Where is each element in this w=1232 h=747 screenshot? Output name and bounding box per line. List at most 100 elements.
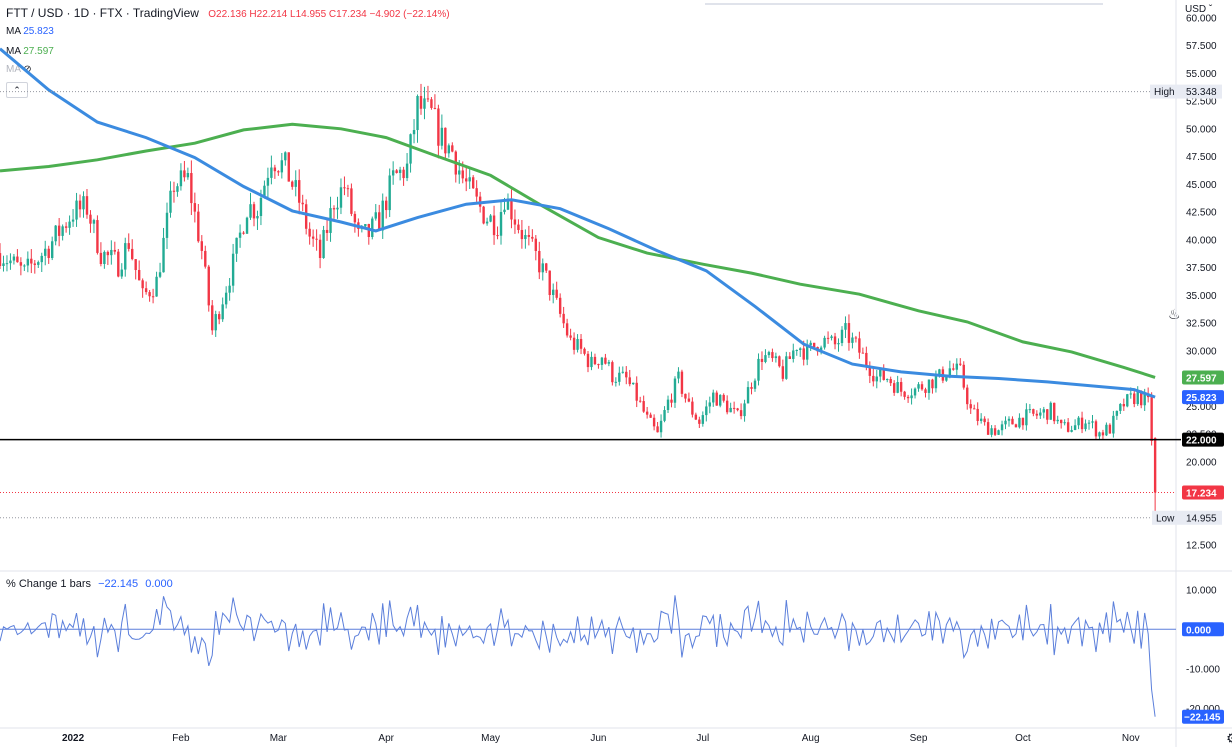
candle-body — [698, 419, 701, 424]
candle-body — [169, 190, 172, 213]
level-badge: 22.000 — [1186, 436, 1217, 447]
time-tick-label: May — [481, 733, 500, 744]
candle-body — [1091, 421, 1094, 423]
candle-body — [280, 160, 284, 173]
candle-body — [882, 369, 885, 380]
currency-selector[interactable]: USD ˇ — [1185, 4, 1212, 15]
candle-body — [231, 253, 235, 286]
candle-body — [1101, 432, 1105, 436]
candle-body — [955, 363, 959, 370]
candle-body — [1049, 402, 1052, 420]
price-tick-label: 42.500 — [1186, 208, 1217, 219]
candle-body — [471, 177, 475, 189]
candle-body — [124, 243, 127, 270]
candle-body — [666, 399, 670, 411]
candle-body — [16, 256, 19, 263]
candle-body — [430, 99, 433, 108]
candle-body — [604, 357, 607, 364]
candle-body — [40, 255, 43, 263]
candle-body — [57, 225, 61, 236]
candle-body — [767, 352, 771, 356]
time-tick-label: Oct — [1015, 733, 1031, 744]
candle-body — [830, 336, 833, 339]
candle-body — [865, 352, 868, 366]
candle-body — [572, 337, 576, 350]
indicator-legend[interactable]: % Change 1 bars −22.145 0.000 — [6, 578, 173, 590]
candle-body — [809, 342, 812, 346]
price-tick-label: 30.000 — [1186, 346, 1217, 357]
candle-body — [802, 348, 805, 360]
last-price-badge-bg — [1182, 485, 1224, 500]
candle-body — [402, 169, 405, 179]
candle-body — [162, 237, 165, 273]
candle-body — [593, 356, 597, 365]
candle-body — [82, 196, 85, 210]
candle-body — [576, 338, 579, 350]
low-label: Low — [1156, 513, 1175, 524]
candle-body — [499, 212, 503, 236]
candle-body — [670, 399, 673, 403]
candle-body — [412, 130, 416, 135]
candle-body — [764, 355, 767, 362]
candle-body — [586, 353, 590, 368]
price-tick-label: 55.000 — [1186, 69, 1217, 80]
candle-body — [1153, 438, 1157, 493]
candle-body — [621, 371, 624, 373]
candle-body — [256, 216, 259, 219]
candle-body — [395, 170, 398, 173]
eye-off-icon[interactable]: ⊘ — [23, 64, 32, 75]
ma-slow-badge-bg — [1182, 370, 1224, 385]
candle-body — [1039, 412, 1042, 416]
candle-body — [645, 411, 649, 415]
candle-body — [158, 272, 162, 277]
ma-fast-badge-bg — [1182, 390, 1224, 405]
candle-body — [131, 248, 134, 260]
candle-body — [844, 323, 847, 330]
flame-icon[interactable]: ♨ — [1168, 306, 1181, 322]
legend-ma-fast[interactable]: MA 25.823 — [6, 26, 54, 37]
candle-body — [419, 96, 423, 109]
price-tick-label: 45.000 — [1186, 180, 1217, 191]
symbol-title[interactable]: FTT / USD · 1D · FTX · TradingView — [6, 6, 199, 20]
candle-body — [61, 226, 64, 236]
candle-body — [183, 170, 186, 178]
candle-body — [993, 428, 997, 435]
candle-body — [1122, 404, 1126, 407]
candle-body — [632, 382, 635, 385]
pct-current-badge-bg — [1182, 709, 1224, 724]
candle-body — [433, 107, 437, 109]
candle-body — [1077, 417, 1080, 426]
legend-ma-hidden[interactable]: MA ⊘ — [6, 64, 32, 75]
gear-icon[interactable]: ⚙ — [1226, 730, 1232, 747]
candle-body — [687, 398, 691, 402]
candle-body — [677, 371, 680, 379]
candle-body — [938, 369, 941, 376]
candle-body — [294, 180, 297, 187]
candle-body — [325, 229, 329, 233]
candle-body — [423, 98, 426, 109]
candle-body — [889, 379, 892, 384]
candle-body — [562, 313, 565, 324]
candle-body — [200, 241, 203, 251]
candle-body — [788, 356, 791, 359]
candle-body — [1094, 421, 1098, 437]
candle-body — [291, 181, 294, 187]
candle-body — [1136, 390, 1139, 405]
price-tick-label: 60.000 — [1186, 13, 1217, 24]
candle-body — [548, 270, 551, 296]
pct-change-line — [0, 595, 1156, 717]
candle-body — [934, 375, 938, 389]
candle-body — [757, 358, 760, 381]
candle-body — [979, 418, 983, 421]
legend-ma-slow[interactable]: MA 27.597 — [6, 46, 54, 57]
legend-symbol[interactable]: FTT / USD · 1D · FTX · TradingView O22.1… — [6, 6, 450, 20]
candle-body — [534, 238, 538, 251]
high-value: 53.348 — [1186, 87, 1217, 98]
ma-slow-label: MA — [6, 46, 21, 57]
candle-body — [990, 428, 993, 435]
collapse-legend-button[interactable]: ⌃ — [6, 82, 28, 98]
candle-body — [1032, 409, 1035, 414]
candle-body — [322, 229, 325, 259]
